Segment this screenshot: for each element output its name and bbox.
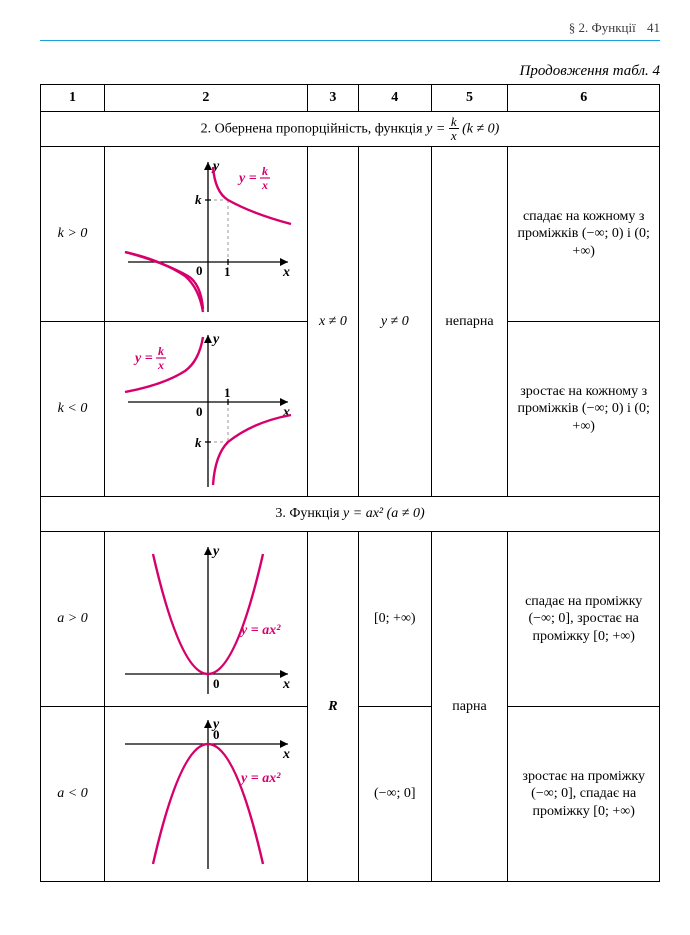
s2-col3: x ≠ 0 — [307, 147, 358, 497]
cond-a-neg: a < 0 — [41, 707, 105, 882]
section-2-title-row: 2. Обернена пропорційність, функція y = … — [41, 112, 660, 147]
ylabel-icon: y — [211, 332, 220, 347]
section-3-eq: y = ax² — [343, 506, 383, 521]
one-label: 1 — [224, 385, 231, 400]
section-2-frac-den: x — [449, 129, 459, 142]
s3-neg-desc: зростає на проміжку (−∞; 0], спадає на п… — [508, 707, 660, 882]
s3-col5: парна — [431, 532, 508, 882]
curve-label: y = ax² — [239, 771, 281, 786]
col-head-4: 4 — [359, 85, 432, 112]
page: § 2. Функції 41 Продовження табл. 4 1 2 … — [0, 0, 690, 935]
col-head-5: 5 — [431, 85, 508, 112]
xlabel-icon: x — [282, 677, 290, 692]
k-label: k — [195, 435, 202, 450]
graph-k-neg: y x 0 k 1 y = k x — [105, 322, 308, 497]
s3-col3: R — [307, 532, 358, 882]
graph-a-pos-svg: y x 0 y = ax² — [113, 539, 298, 699]
section-2-title-pre: 2. Обернена пропорційність, функція — [201, 121, 426, 136]
section-2-row-pos: k > 0 y x 0 k 1 — [41, 147, 660, 322]
curve-label-num: k — [262, 164, 268, 178]
xlabel-icon: x — [282, 747, 290, 762]
s2-col4: y ≠ 0 — [359, 147, 432, 497]
one-label: 1 — [224, 264, 231, 279]
curve-label: y = ax² — [239, 623, 281, 638]
section-2-frac-num: k — [449, 115, 459, 129]
xlabel-icon: x — [282, 265, 290, 280]
s2-neg-desc: зростає на кожному з проміжків (−∞; 0) і… — [508, 322, 660, 497]
table-caption: Продовження табл. 4 — [40, 63, 660, 80]
col-head-6: 6 — [508, 85, 660, 112]
graph-a-neg-svg: y x 0 y = ax² — [113, 714, 298, 874]
graph-k-neg-svg: y x 0 k 1 y = k x — [113, 327, 298, 492]
col-head-3: 3 — [307, 85, 358, 112]
curve-label-lhs: y = — [237, 171, 257, 186]
graph-a-neg: y x 0 y = ax² — [105, 707, 308, 882]
table-header-row: 1 2 3 4 5 6 — [41, 85, 660, 112]
s2-col5: непарна — [431, 147, 508, 497]
graph-a-pos: y x 0 y = ax² — [105, 532, 308, 707]
section-2-frac: kx — [449, 115, 459, 142]
header-rule — [40, 40, 660, 41]
s3-neg-col4: (−∞; 0] — [359, 707, 432, 882]
curve-label-num: k — [158, 344, 164, 358]
graph-k-pos-svg: y x 0 k 1 y = k — [113, 152, 298, 317]
cond-k-pos: k > 0 — [41, 147, 105, 322]
curve-label-den: x — [157, 358, 164, 372]
section-2-title: 2. Обернена пропорційність, функція y = … — [41, 112, 660, 147]
s3-pos-desc: спадає на проміжку (−∞; 0], зростає на п… — [508, 532, 660, 707]
zero-label: 0 — [196, 263, 203, 278]
section-2-eq-lhs: y = — [426, 121, 449, 136]
k-label: k — [195, 192, 202, 207]
functions-table: 1 2 3 4 5 6 2. Обернена пропорційність, … — [40, 84, 660, 882]
curve-label-den: x — [261, 178, 268, 192]
col-head-1: 1 — [41, 85, 105, 112]
cond-k-neg: k < 0 — [41, 322, 105, 497]
section-3-title-post: (a ≠ 0) — [387, 506, 425, 521]
section-3-title-row: 3. Функція y = ax² (a ≠ 0) — [41, 497, 660, 532]
cond-a-pos: a > 0 — [41, 532, 105, 707]
ylabel-icon: y — [211, 544, 220, 559]
section-3-row-pos: a > 0 y x 0 y = ax² R [0; +∞) парна спад… — [41, 532, 660, 707]
curve-label-lhs: y = — [133, 351, 153, 366]
graph-k-pos: y x 0 k 1 y = k — [105, 147, 308, 322]
section-2-title-post: (k ≠ 0) — [462, 121, 499, 136]
col-head-2: 2 — [105, 85, 308, 112]
zero-label: 0 — [196, 404, 203, 419]
section-label: § 2. Функції — [569, 20, 636, 35]
section-3-title-pre: 3. Функція — [275, 506, 343, 521]
zero-label: 0 — [213, 676, 220, 691]
s3-pos-col4: [0; +∞) — [359, 532, 432, 707]
zero-label: 0 — [213, 727, 220, 742]
s2-pos-desc: спадає на кожному з проміжків (−∞; 0) і … — [508, 147, 660, 322]
page-number: 41 — [647, 20, 660, 35]
running-head: § 2. Функції 41 — [40, 20, 660, 36]
section-3-title: 3. Функція y = ax² (a ≠ 0) — [41, 497, 660, 532]
